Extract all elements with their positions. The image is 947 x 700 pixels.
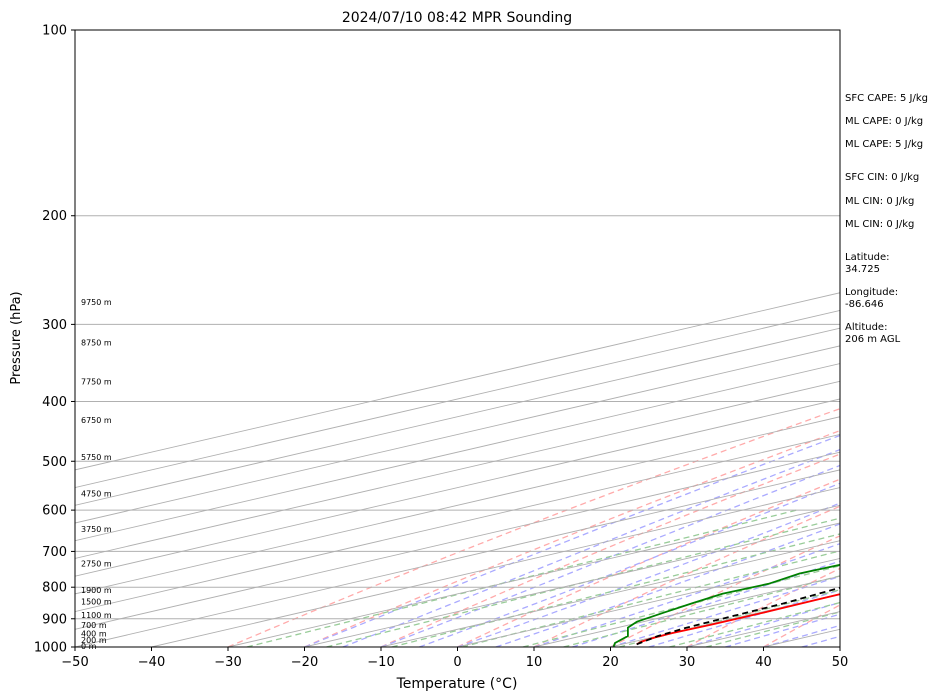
mixing-ratio-line [669,601,840,647]
x-tick-label: −40 [138,655,165,670]
altitude-label: Altitude: [845,322,888,333]
height-label: 8750 m [81,338,112,347]
y-tick-label: 400 [42,395,67,410]
sounding-traces [612,563,840,647]
moist-adiabat [304,434,840,647]
height-label: 7750 m [81,378,112,387]
temperature-line [636,593,840,646]
latitude-value: 34.725 [845,264,880,275]
plot-frame [74,29,841,648]
isotherm [75,398,840,577]
x-tick-label: 30 [679,655,696,670]
x-tick-label: 10 [526,655,543,670]
pressure-gridlines [75,29,840,648]
x-axis-ticks: −50 −40 −30 −20 −10 0 10 20 30 40 50 [61,647,848,670]
ml-cin-text-1: ML CIN: 0 J/kg [845,196,915,207]
isotherm [75,451,840,630]
altitude-value: 206 m AGL [845,334,901,345]
isotherm [75,380,840,559]
y-tick-label: 600 [42,504,67,519]
x-tick-label: 40 [755,655,772,670]
y-axis-label: Pressure (hPa) [9,291,24,384]
isotherm [75,469,840,647]
isotherm [151,487,840,647]
x-tick-label: −20 [291,655,318,670]
x-tick-label: −50 [61,655,88,670]
mixing-ratio-line [705,611,840,647]
moist-adiabat [342,448,840,647]
moist-adiabat [495,523,840,647]
isotherm [380,540,840,647]
height-label: 2750 m [81,559,112,568]
moist-adiabat [419,482,840,647]
ml-cape-text-1: ML CAPE: 0 J/kg [845,116,924,127]
isotherm [75,292,840,471]
height-label: 1100 m [81,611,112,620]
isotherm [304,522,840,647]
height-label: 200 m [81,636,107,645]
dry-adiabat [686,567,840,647]
moist-adiabat [648,589,840,647]
y-tick-label: 500 [42,455,67,470]
y-tick-label: 200 [42,209,67,224]
y-tick-label: 100 [42,24,67,39]
height-label: 700 m [81,621,107,630]
moist-adiabat [572,560,840,647]
isotherm [75,327,840,506]
sfc-cin-text: SFC CIN: 0 J/kg [845,172,920,183]
height-label: 3750 m [81,525,112,534]
isotherm [75,416,840,595]
longitude-label: Longitude: [845,287,899,298]
x-tick-label: 0 [453,655,461,670]
isotherm [227,504,840,647]
dewpoint-line [612,563,840,647]
dry-adiabat [457,478,840,647]
height-label: 6750 m [81,416,112,425]
sfc-cape-text: SFC CAPE: 5 J/kg [845,93,928,104]
x-tick-label: 20 [602,655,619,670]
height-label: 5750 m [81,453,112,462]
isotherm [75,433,840,613]
dry-adiabat [227,407,840,647]
mixing-ratio-line [563,575,840,647]
y-tick-label: 700 [42,545,67,560]
y-tick-label: 300 [42,318,67,333]
height-label: 1900 m [81,586,112,595]
mixing-ratio-line [522,565,840,647]
latitude-label: Latitude: [845,252,890,263]
x-tick-label: 50 [832,655,849,670]
height-label: 400 m [81,630,107,639]
x-tick-label: −10 [367,655,394,670]
y-tick-label: 900 [42,612,67,627]
height-label: 9750 m [81,298,112,307]
height-label: 1500 m [81,598,112,607]
y-tick-label: 800 [42,581,67,596]
y-tick-label: 1000 [34,641,67,656]
height-label: 4750 m [81,489,112,498]
isotherm [75,309,840,489]
background-lines [75,292,840,647]
longitude-value: -86.646 [845,299,884,310]
ml-cin-text-2: ML CIN: 0 J/kg [845,219,915,230]
parcel-line [636,586,840,646]
x-tick-label: −30 [214,655,241,670]
ml-cape-text-2: ML CAPE: 5 J/kg [845,139,924,150]
y-axis-ticks: 1000 900 800 700 600 500 400 300 200 100 [34,24,75,656]
x-axis-label: Temperature (°C) [396,676,518,692]
chart-title: 2024/07/10 08:42 MPR Sounding [342,10,572,26]
